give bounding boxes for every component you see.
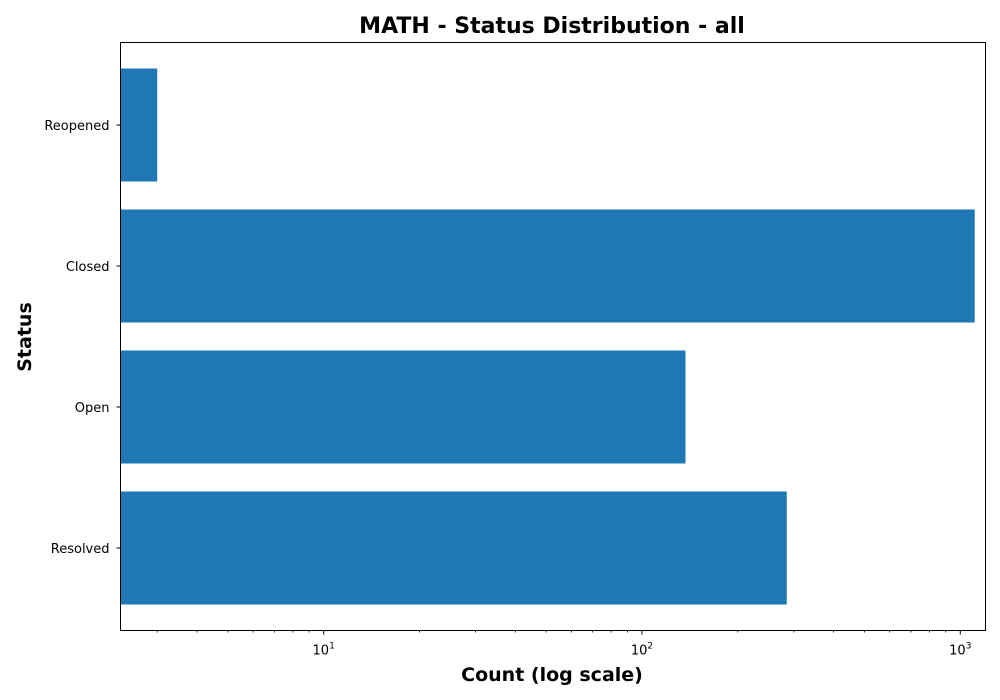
bar-resolved <box>120 491 787 605</box>
y-axis-label: Status <box>14 302 36 372</box>
bar-closed <box>120 209 975 323</box>
x-tick-label: 102 <box>631 642 653 659</box>
x-tick-label-base: 10 <box>949 644 966 659</box>
bar-open <box>120 350 686 464</box>
y-tick-label-resolved: Resolved <box>51 542 110 557</box>
bar-reopened <box>120 68 158 182</box>
x-tick-label-exponent: 1 <box>329 642 335 652</box>
x-tick-label: 101 <box>313 642 335 659</box>
x-tick-label: 103 <box>949 642 971 659</box>
x-tick-label-exponent: 2 <box>647 642 653 652</box>
x-axis-ticks: 101 102 103 <box>156 630 971 659</box>
chart-title: MATH - Status Distribution - all <box>359 14 745 39</box>
y-tick-label-reopened: Reopened <box>44 119 109 134</box>
bars-group <box>120 68 975 605</box>
x-tick-label-base: 10 <box>313 644 330 659</box>
x-axis-label: Count (log scale) <box>461 664 643 686</box>
y-tick-label-closed: Closed <box>66 260 110 275</box>
plot-frame <box>120 42 986 631</box>
x-tick-label-exponent: 3 <box>966 642 972 652</box>
y-tick-label-open: Open <box>75 401 110 416</box>
y-axis-ticks: Resolved Open Closed Reopened <box>44 119 121 557</box>
x-tick-label-base: 10 <box>631 644 648 659</box>
